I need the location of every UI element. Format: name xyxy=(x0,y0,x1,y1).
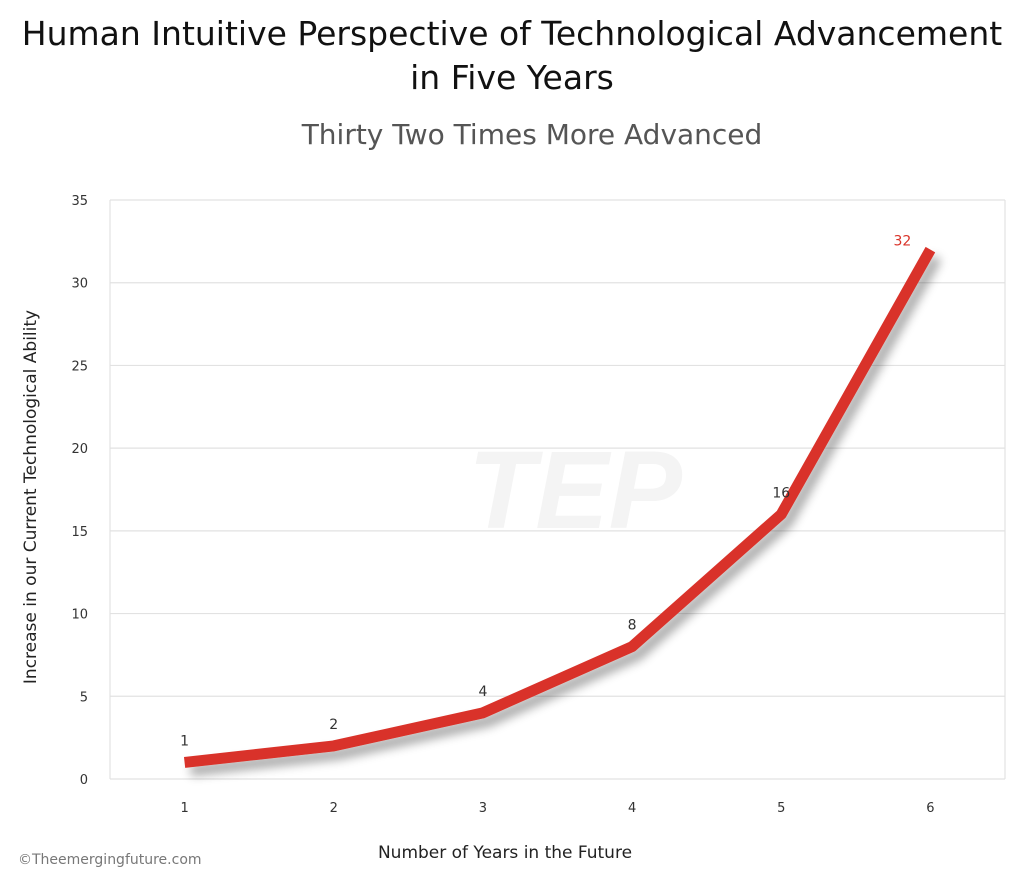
data-label: 2 xyxy=(329,717,338,733)
chart-title-line-2: in Five Years xyxy=(410,58,614,97)
chart-title: Human Intuitive Perspective of Technolog… xyxy=(0,12,1024,100)
x-axis-label: Number of Years in the Future xyxy=(378,843,632,863)
data-line xyxy=(183,246,936,768)
x-tick-label: 1 xyxy=(180,801,188,816)
chart-subtitle: Thirty Two Times More Advanced xyxy=(301,118,763,151)
x-tick-label: 4 xyxy=(628,801,636,816)
data-label: 1 xyxy=(180,733,189,749)
chart-title-line-1: Human Intuitive Perspective of Technolog… xyxy=(21,14,1003,53)
y-tick-label: 35 xyxy=(71,194,88,209)
x-tick-label: 5 xyxy=(777,801,785,816)
y-tick-label: 5 xyxy=(80,690,88,705)
y-tick-label: 20 xyxy=(71,442,88,457)
copyright-credit: ©Theemergingfuture.com xyxy=(18,852,202,868)
x-tick-label: 6 xyxy=(926,801,934,816)
y-tick-label: 0 xyxy=(80,773,88,788)
y-tick-label: 25 xyxy=(71,359,88,374)
data-label: 32 xyxy=(894,234,912,250)
x-tick-label: 2 xyxy=(330,801,338,816)
y-tick-label: 10 xyxy=(71,608,88,623)
data-label: 8 xyxy=(628,618,637,634)
data-label: 4 xyxy=(478,684,487,700)
y-tick-label: 15 xyxy=(71,525,88,540)
y-axis-label: Increase in our Current Technological Ab… xyxy=(21,310,41,684)
watermark-logo: TEP xyxy=(468,429,683,552)
x-tick-label: 3 xyxy=(479,801,487,816)
data-label: 16 xyxy=(772,485,790,501)
y-tick-label: 30 xyxy=(71,277,88,292)
